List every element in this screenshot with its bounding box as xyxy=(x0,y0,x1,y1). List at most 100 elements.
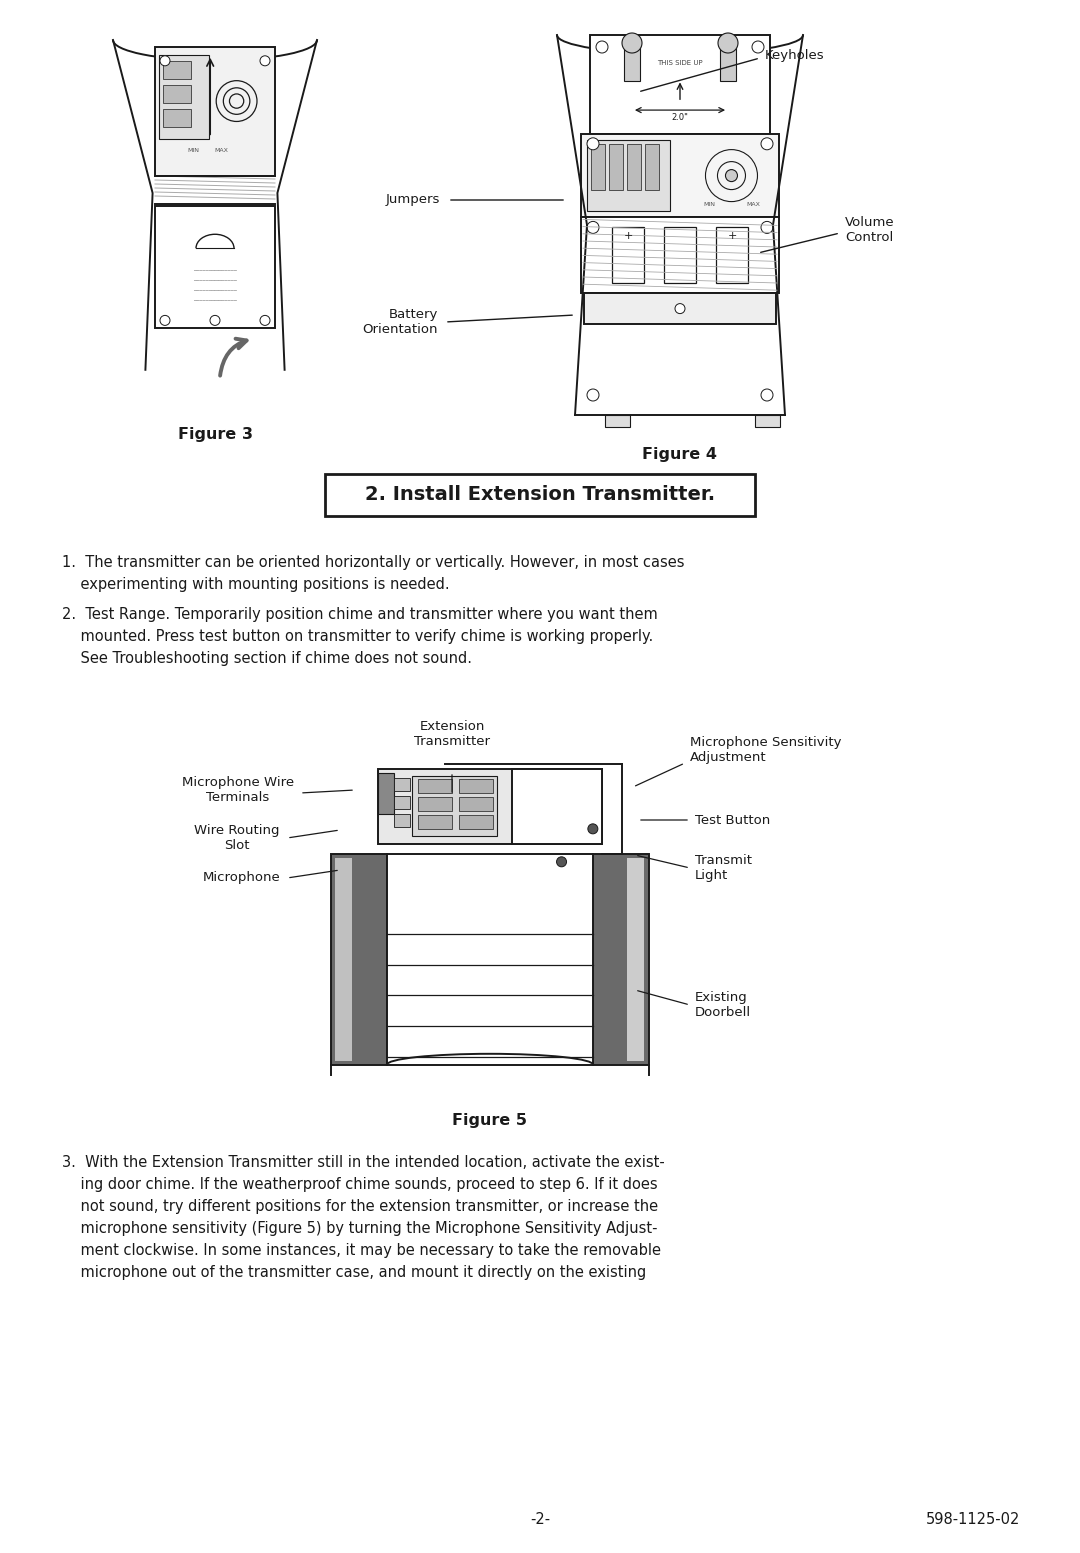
Bar xyxy=(626,857,644,1061)
Text: ment clockwise. In some instances, it may be necessary to take the removable: ment clockwise. In some instances, it ma… xyxy=(62,1242,661,1258)
Text: 1.  The transmitter can be oriented horizontally or vertically. However, in most: 1. The transmitter can be oriented horiz… xyxy=(62,554,685,570)
Circle shape xyxy=(588,222,599,233)
Bar xyxy=(159,54,210,138)
Text: -2-: -2- xyxy=(530,1513,550,1528)
Circle shape xyxy=(210,315,220,326)
Text: Microphone Sensitivity
Adjustment: Microphone Sensitivity Adjustment xyxy=(690,736,841,764)
Bar xyxy=(387,854,593,1065)
Text: 2.  Test Range. Temporarily position chime and transmitter where you want them: 2. Test Range. Temporarily position chim… xyxy=(62,607,658,623)
Bar xyxy=(418,797,451,811)
Bar xyxy=(394,814,409,828)
Circle shape xyxy=(622,33,642,53)
Bar xyxy=(459,780,492,792)
Bar xyxy=(418,815,451,829)
Circle shape xyxy=(588,388,599,401)
Text: Test Button: Test Button xyxy=(696,814,770,826)
Circle shape xyxy=(596,40,608,53)
Text: 3.  With the Extension Transmitter still in the intended location, activate the : 3. With the Extension Transmitter still … xyxy=(62,1155,665,1169)
Text: Figure 4: Figure 4 xyxy=(643,447,717,463)
Circle shape xyxy=(761,222,773,233)
Circle shape xyxy=(160,315,170,326)
Bar xyxy=(584,294,777,323)
Bar xyxy=(590,36,770,134)
Text: ──────────────: ────────────── xyxy=(193,276,237,283)
Bar xyxy=(664,227,696,283)
Text: mounted. Press test button on transmitter to verify chime is working properly.: mounted. Press test button on transmitte… xyxy=(62,629,653,644)
Bar xyxy=(394,778,409,792)
Text: Wire Routing
Slot: Wire Routing Slot xyxy=(194,825,280,853)
Circle shape xyxy=(588,138,599,149)
Text: ──────────────: ────────────── xyxy=(193,287,237,292)
Bar xyxy=(720,43,735,81)
Text: Volume
Control: Volume Control xyxy=(845,216,894,244)
Bar xyxy=(156,207,275,328)
Text: Keyholes: Keyholes xyxy=(765,48,825,62)
Text: experimenting with mounting positions is needed.: experimenting with mounting positions is… xyxy=(62,578,449,592)
Bar xyxy=(591,144,605,189)
Text: +: + xyxy=(623,231,633,241)
Bar xyxy=(330,854,387,1065)
Text: Microphone Wire
Terminals: Microphone Wire Terminals xyxy=(181,776,294,804)
Circle shape xyxy=(260,315,270,326)
Circle shape xyxy=(761,138,773,149)
Bar xyxy=(512,769,602,843)
Bar xyxy=(459,797,492,811)
Text: not sound, try different positions for the extension transmitter, or increase th: not sound, try different positions for t… xyxy=(62,1199,658,1214)
Bar xyxy=(716,227,748,283)
Text: MIN: MIN xyxy=(703,202,715,208)
Bar xyxy=(378,773,394,814)
Bar xyxy=(581,134,779,217)
Circle shape xyxy=(718,33,738,53)
Bar xyxy=(645,144,659,189)
Text: microphone sensitivity (Figure 5) by turning the Microphone Sensitivity Adjust-: microphone sensitivity (Figure 5) by tur… xyxy=(62,1221,658,1236)
Text: 598-1125-02: 598-1125-02 xyxy=(926,1513,1020,1528)
Bar xyxy=(609,144,623,189)
Bar xyxy=(627,144,642,189)
Circle shape xyxy=(752,40,764,53)
Text: MIN: MIN xyxy=(188,148,200,152)
Text: Existing
Doorbell: Existing Doorbell xyxy=(696,991,751,1019)
Bar xyxy=(156,47,275,175)
Bar xyxy=(325,474,755,516)
Bar xyxy=(378,769,602,843)
Bar xyxy=(581,217,779,294)
Text: MAX: MAX xyxy=(746,202,760,208)
Text: MAX: MAX xyxy=(214,148,228,152)
Text: Microphone: Microphone xyxy=(202,871,280,885)
Text: Battery
Orientation: Battery Orientation xyxy=(363,307,438,335)
Text: ing door chime. If the weatherproof chime sounds, proceed to step 6. If it does: ing door chime. If the weatherproof chim… xyxy=(62,1177,658,1193)
Text: +: + xyxy=(727,231,737,241)
Bar xyxy=(588,140,671,211)
Text: ──────────────: ────────────── xyxy=(193,297,237,303)
Text: Transmit
Light: Transmit Light xyxy=(696,854,752,882)
Circle shape xyxy=(726,169,738,182)
Bar xyxy=(163,109,191,127)
Text: Figure 3: Figure 3 xyxy=(177,427,253,443)
Text: Figure 5: Figure 5 xyxy=(453,1112,527,1127)
Circle shape xyxy=(675,303,685,314)
Bar xyxy=(163,85,191,102)
Text: Jumpers: Jumpers xyxy=(386,194,440,207)
Text: microphone out of the transmitter case, and mount it directly on the existing: microphone out of the transmitter case, … xyxy=(62,1266,646,1280)
Circle shape xyxy=(556,857,567,867)
Bar xyxy=(593,854,649,1065)
Bar xyxy=(624,43,640,81)
Bar xyxy=(459,815,492,829)
Bar xyxy=(335,857,352,1061)
Circle shape xyxy=(260,56,270,65)
Bar xyxy=(411,776,497,837)
Bar xyxy=(163,61,191,79)
Text: THIS SIDE UP: THIS SIDE UP xyxy=(658,59,703,65)
Text: 2.0": 2.0" xyxy=(672,113,688,123)
Bar xyxy=(394,797,409,809)
Circle shape xyxy=(588,823,598,834)
Circle shape xyxy=(761,388,773,401)
Bar xyxy=(605,415,630,427)
Text: Extension
Transmitter: Extension Transmitter xyxy=(414,721,490,749)
Circle shape xyxy=(160,56,170,65)
Bar xyxy=(755,415,780,427)
Bar xyxy=(612,227,644,283)
Text: 2. Install Extension Transmitter.: 2. Install Extension Transmitter. xyxy=(365,486,715,505)
Text: ──────────────: ────────────── xyxy=(193,267,237,272)
Bar xyxy=(418,780,451,792)
